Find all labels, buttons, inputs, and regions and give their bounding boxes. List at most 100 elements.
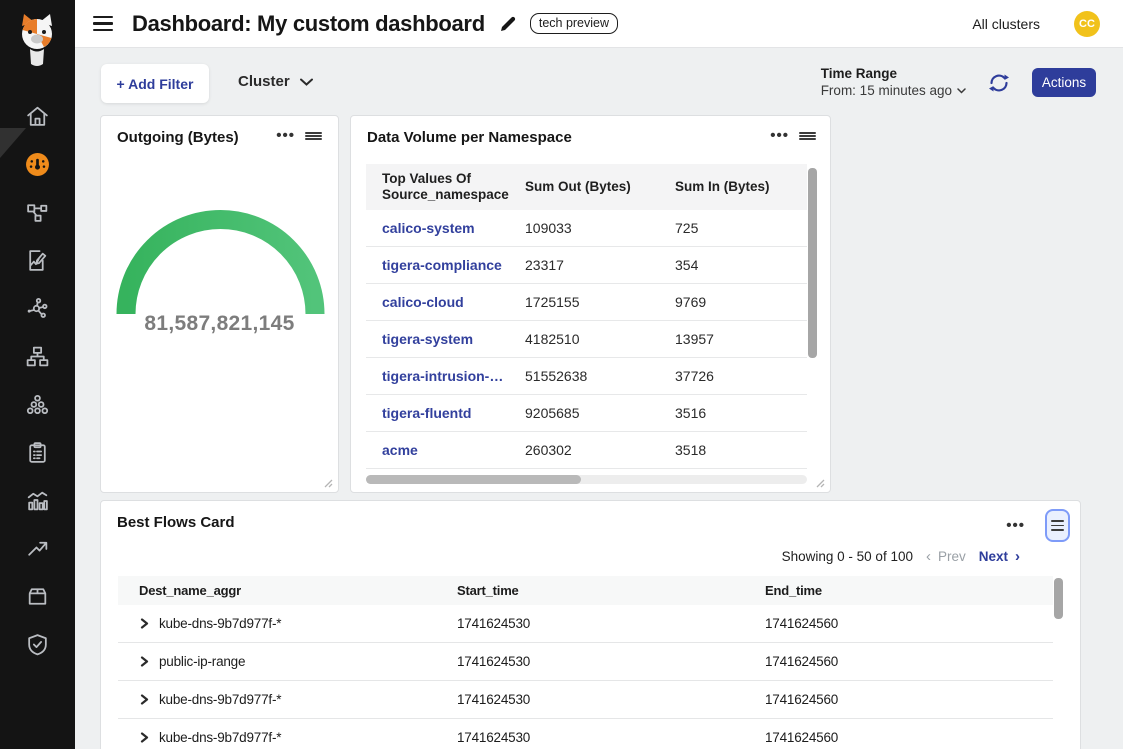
sidebar-item-dashboard[interactable] [0,140,75,188]
expand-chevron-icon[interactable] [139,732,150,743]
chevron-right-icon: › [1015,548,1020,565]
cluster-filter-dropdown[interactable]: Cluster [238,73,313,90]
sum-in-value: 3516 [675,405,707,421]
vertical-scrollbar-thumb[interactable] [808,168,817,358]
resize-handle-icon[interactable] [816,479,825,488]
time-range: Time Range From: 15 minutes ago [821,66,966,100]
start-time-value: 1741624530 [457,654,531,669]
sum-in-value: 3518 [675,442,707,458]
chevron-down-icon [957,88,966,94]
expand-chevron-icon[interactable] [139,618,150,629]
sidebar-item-network-topology[interactable] [0,188,75,236]
namespace-link[interactable]: tigera-compliance [382,257,502,273]
add-filter-button[interactable]: + Add Filter [101,64,209,103]
actions-button[interactable]: Actions [1032,68,1096,98]
namespace-link[interactable]: calico-system [382,220,475,236]
best-flows-table: Dest_name_aggr Start_time End_time kube-… [118,576,1053,749]
sidebar-item-statistics[interactable] [0,476,75,524]
next-page-button[interactable]: Next › [978,548,1020,565]
data-volume-card: Data Volume per Namespace ••• Top Values… [350,115,831,493]
sitemap-icon [26,346,49,366]
calico-cat-logo [22,14,52,66]
namespace-table: Top Values Of Source_namespace Sum Out (… [366,164,807,469]
column-header: Sum In (Bytes) [675,178,770,194]
vertical-scrollbar-thumb[interactable] [1054,578,1063,619]
sidebar [0,0,75,749]
sidebar-item-trends[interactable] [0,524,75,572]
table-row: public-ip-range 1741624530 1741624560 [118,643,1053,681]
refresh-icon[interactable] [988,72,1010,94]
network-topology-icon [27,203,48,222]
column-header: Top Values Of Source_namespace [382,170,509,202]
horizontal-scrollbar [366,475,807,484]
horizontal-scrollbar-thumb[interactable] [366,475,581,484]
drag-handle-icon[interactable] [305,130,322,142]
card-title: Outgoing (Bytes) [117,129,239,146]
gauge-value: 81,587,821,145 [144,312,295,335]
sum-out-value: 51552638 [525,368,588,384]
sidebar-item-service-graph[interactable] [0,284,75,332]
card-menu-icon[interactable]: ••• [276,127,295,144]
expand-chevron-icon[interactable] [139,656,150,667]
sidebar-item-home[interactable] [0,92,75,140]
namespace-link[interactable]: tigera-fluentd [382,405,472,421]
home-icon [27,106,48,126]
namespace-link[interactable]: calico-cloud [382,294,464,310]
end-time-value: 1741624560 [765,692,839,707]
table-row: calico-cloud 1725155 9769 [366,284,807,321]
table-row: acme 260302 3518 [366,432,807,469]
cluster-selector[interactable]: All clusters [972,15,1040,32]
table-row: kube-dns-9b7d977f-* 1741624530 1741624560 [118,719,1053,749]
card-title: Best Flows Card [117,514,235,531]
end-time-value: 1741624560 [765,730,839,745]
card-menu-icon[interactable]: ••• [770,127,789,144]
sum-out-value: 109033 [525,220,572,236]
edit-pencil-icon[interactable] [499,15,517,33]
user-avatar[interactable]: CC [1074,10,1100,37]
sidebar-item-workloads[interactable] [0,380,75,428]
sidebar-item-reports[interactable] [0,236,75,284]
namespace-table-body: calico-system 109033 725 tigera-compliance 2… [366,210,807,469]
dest-name-value: kube-dns-9b7d977f-* [159,692,282,707]
sum-in-value: 725 [675,220,699,236]
sum-in-value: 37726 [675,368,714,384]
resize-handle-icon[interactable] [324,479,333,488]
shield-check-icon [28,633,47,655]
sidebar-item-policies[interactable] [0,428,75,476]
table-row: tigera-fluentd 9205685 3516 [366,395,807,432]
column-header: Dest_name_aggr [139,583,241,598]
time-range-value: From: 15 minutes ago [820,82,952,98]
cluster-filter-label: Cluster [238,73,290,90]
workloads-icon [26,394,49,414]
sidebar-item-sitemap[interactable] [0,332,75,380]
sum-out-value: 4182510 [525,331,580,347]
outgoing-bytes-card: Outgoing (Bytes) ••• 81,587,821,145 [100,115,339,493]
card-menu-icon[interactable]: ••• [1006,517,1025,534]
report-icon [29,249,47,271]
time-range-label: Time Range [820,66,897,81]
drag-handle-icon[interactable] [799,130,816,142]
namespace-link[interactable]: acme [382,442,418,458]
table-row: tigera-system 4182510 13957 [366,321,807,358]
chevron-left-icon: ‹ [925,548,931,565]
table-row: tigera-intrusion-d… 51552638 37726 [366,358,807,395]
namespace-link[interactable]: tigera-system [382,331,474,347]
sum-in-value: 354 [675,257,699,273]
sum-in-value: 13957 [675,331,714,347]
menu-hamburger-icon[interactable] [93,12,117,36]
gauge-arc [116,210,325,315]
chevron-down-icon [299,78,313,86]
drag-handle-icon-focused[interactable] [1045,509,1070,542]
prev-page-button[interactable]: ‹ Prev [925,548,966,565]
namespace-link[interactable]: tigera-intrusion-d… [382,368,509,384]
best-flows-table-body: kube-dns-9b7d977f-* 1741624530 1741624560 p… [118,605,1053,749]
start-time-value: 1741624530 [457,616,531,631]
sidebar-item-packages[interactable] [0,572,75,620]
sidebar-item-security[interactable] [0,620,75,668]
sum-out-value: 260302 [525,442,572,458]
table-row: kube-dns-9b7d977f-* 1741624530 1741624560 [118,681,1053,719]
time-range-value-dropdown[interactable]: From: 15 minutes ago [821,83,966,100]
dest-name-value: kube-dns-9b7d977f-* [159,616,282,631]
expand-chevron-icon[interactable] [139,694,150,705]
